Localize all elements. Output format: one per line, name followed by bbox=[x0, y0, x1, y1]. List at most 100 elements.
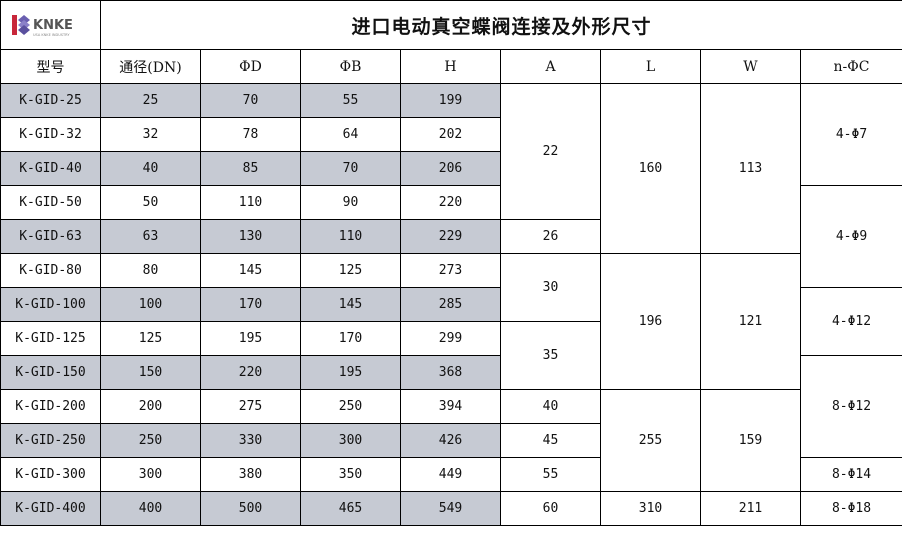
table-row: K-GID-100 100 170 145 285 4-Φ12 bbox=[0, 287, 902, 356]
cell-w: 211 bbox=[700, 491, 801, 526]
header-b: ΦB bbox=[300, 49, 401, 84]
cell-model: K-GID-250 bbox=[0, 423, 101, 458]
cell-a: 35 bbox=[500, 321, 601, 390]
cell-b: 250 bbox=[300, 389, 401, 424]
cell-model: K-GID-100 bbox=[0, 287, 101, 322]
header-h: H bbox=[400, 49, 501, 84]
cell-dn: 400 bbox=[100, 491, 201, 526]
cell-model: K-GID-25 bbox=[0, 83, 101, 118]
table-row: K-GID-400 400 500 465 549 60 310 211 8-Φ18 bbox=[0, 491, 902, 526]
cell-a: 22 bbox=[500, 83, 601, 220]
cell-d: 220 bbox=[200, 355, 301, 390]
table-row: K-GID-250 250 330 300 426 45 bbox=[0, 423, 902, 458]
cell-a: 55 bbox=[500, 457, 601, 492]
cell-l: 310 bbox=[600, 491, 701, 526]
cell-d: 500 bbox=[200, 491, 301, 526]
cell-dn: 25 bbox=[100, 83, 201, 118]
cell-model: K-GID-400 bbox=[0, 491, 101, 526]
dimension-table: KNKE USA KNKE INDUSTRY 进口电动真空蝶阀连接及外形尺寸 型… bbox=[0, 0, 902, 526]
cell-l: 255 bbox=[600, 389, 701, 492]
header-model: 型号 bbox=[0, 49, 101, 84]
cell-h: 285 bbox=[400, 287, 501, 322]
svg-text:KNKE: KNKE bbox=[33, 18, 73, 33]
cell-b: 300 bbox=[300, 423, 401, 458]
cell-h: 368 bbox=[400, 355, 501, 390]
cell-dn: 40 bbox=[100, 151, 201, 186]
cell-model: K-GID-50 bbox=[0, 185, 101, 220]
cell-dn: 300 bbox=[100, 457, 201, 492]
cell-h: 206 bbox=[400, 151, 501, 186]
cell-b: 70 bbox=[300, 151, 401, 186]
cell-w: 121 bbox=[700, 253, 801, 390]
logo-cell: KNKE USA KNKE INDUSTRY bbox=[0, 0, 101, 50]
table-row: K-GID-300 300 380 350 449 55 8-Φ14 bbox=[0, 457, 902, 492]
cell-d: 110 bbox=[200, 185, 301, 220]
cell-d: 380 bbox=[200, 457, 301, 492]
cell-dn: 63 bbox=[100, 219, 201, 254]
cell-h: 549 bbox=[400, 491, 501, 526]
title-row: KNKE USA KNKE INDUSTRY 进口电动真空蝶阀连接及外形尺寸 bbox=[0, 0, 902, 50]
cell-a: 26 bbox=[500, 219, 601, 254]
cell-dn: 50 bbox=[100, 185, 201, 220]
cell-dn: 100 bbox=[100, 287, 201, 322]
cell-l: 160 bbox=[600, 83, 701, 254]
cell-b: 90 bbox=[300, 185, 401, 220]
cell-w: 113 bbox=[700, 83, 801, 254]
cell-dn: 125 bbox=[100, 321, 201, 356]
cell-a: 45 bbox=[500, 423, 601, 458]
cell-dn: 32 bbox=[100, 117, 201, 152]
cell-dn: 200 bbox=[100, 389, 201, 424]
table-row: K-GID-25 25 70 55 199 22 160 113 4-Φ7 bbox=[0, 83, 902, 254]
cell-d: 275 bbox=[200, 389, 301, 424]
cell-model: K-GID-32 bbox=[0, 117, 101, 152]
cell-dn: 80 bbox=[100, 253, 201, 288]
table-row: K-GID-150 150 220 195 368 8-Φ12 bbox=[0, 355, 902, 458]
cell-c: 8-Φ14 bbox=[799, 457, 902, 492]
table-row: K-GID-32 32 78 64 202 bbox=[0, 117, 902, 152]
cell-model: K-GID-125 bbox=[0, 321, 101, 356]
cell-d: 85 bbox=[200, 151, 301, 186]
cell-dn: 250 bbox=[100, 423, 201, 458]
cell-c: 4-Φ7 bbox=[799, 83, 902, 186]
cell-c: 4-Φ9 bbox=[799, 185, 902, 288]
cell-h: 202 bbox=[400, 117, 501, 152]
cell-l: 196 bbox=[600, 253, 701, 390]
cell-b: 55 bbox=[300, 83, 401, 118]
cell-d: 130 bbox=[200, 219, 301, 254]
cell-h: 449 bbox=[400, 457, 501, 492]
cell-h: 199 bbox=[400, 83, 501, 118]
header-c: n-ΦC bbox=[799, 49, 902, 84]
cell-h: 273 bbox=[400, 253, 501, 288]
cell-b: 350 bbox=[300, 457, 401, 492]
table-row: K-GID-80 80 145 125 273 30 196 121 bbox=[0, 253, 902, 390]
cell-h: 394 bbox=[400, 389, 501, 424]
table-title: 进口电动真空蝶阀连接及外形尺寸 bbox=[99, 0, 902, 50]
cell-model: K-GID-300 bbox=[0, 457, 101, 492]
table-row: K-GID-125 125 195 170 299 35 bbox=[0, 321, 902, 390]
cell-model: K-GID-80 bbox=[0, 253, 101, 288]
cell-b: 195 bbox=[300, 355, 401, 390]
cell-c: 8-Φ18 bbox=[799, 491, 902, 526]
cell-h: 220 bbox=[400, 185, 501, 220]
cell-c: 8-Φ12 bbox=[799, 355, 902, 458]
cell-a: 60 bbox=[500, 491, 601, 526]
table-row: K-GID-200 200 275 250 394 40 255 159 bbox=[0, 389, 902, 492]
header-d: ΦD bbox=[200, 49, 301, 84]
header-l: L bbox=[600, 49, 701, 84]
cell-model: K-GID-150 bbox=[0, 355, 101, 390]
cell-h: 426 bbox=[400, 423, 501, 458]
knke-logo-icon: KNKE USA KNKE INDUSTRY bbox=[11, 15, 73, 37]
cell-d: 145 bbox=[200, 253, 301, 288]
cell-model: K-GID-200 bbox=[0, 389, 101, 424]
svg-text:USA KNKE INDUSTRY: USA KNKE INDUSTRY bbox=[33, 33, 70, 37]
cell-b: 145 bbox=[300, 287, 401, 322]
cell-model: K-GID-63 bbox=[0, 219, 101, 254]
cell-h: 299 bbox=[400, 321, 501, 356]
header-a: A bbox=[500, 49, 601, 84]
cell-d: 195 bbox=[200, 321, 301, 356]
cell-a: 30 bbox=[500, 253, 601, 322]
cell-b: 465 bbox=[300, 491, 401, 526]
knke-logo: KNKE USA KNKE INDUSTRY bbox=[1, 12, 100, 38]
cell-b: 64 bbox=[300, 117, 401, 152]
